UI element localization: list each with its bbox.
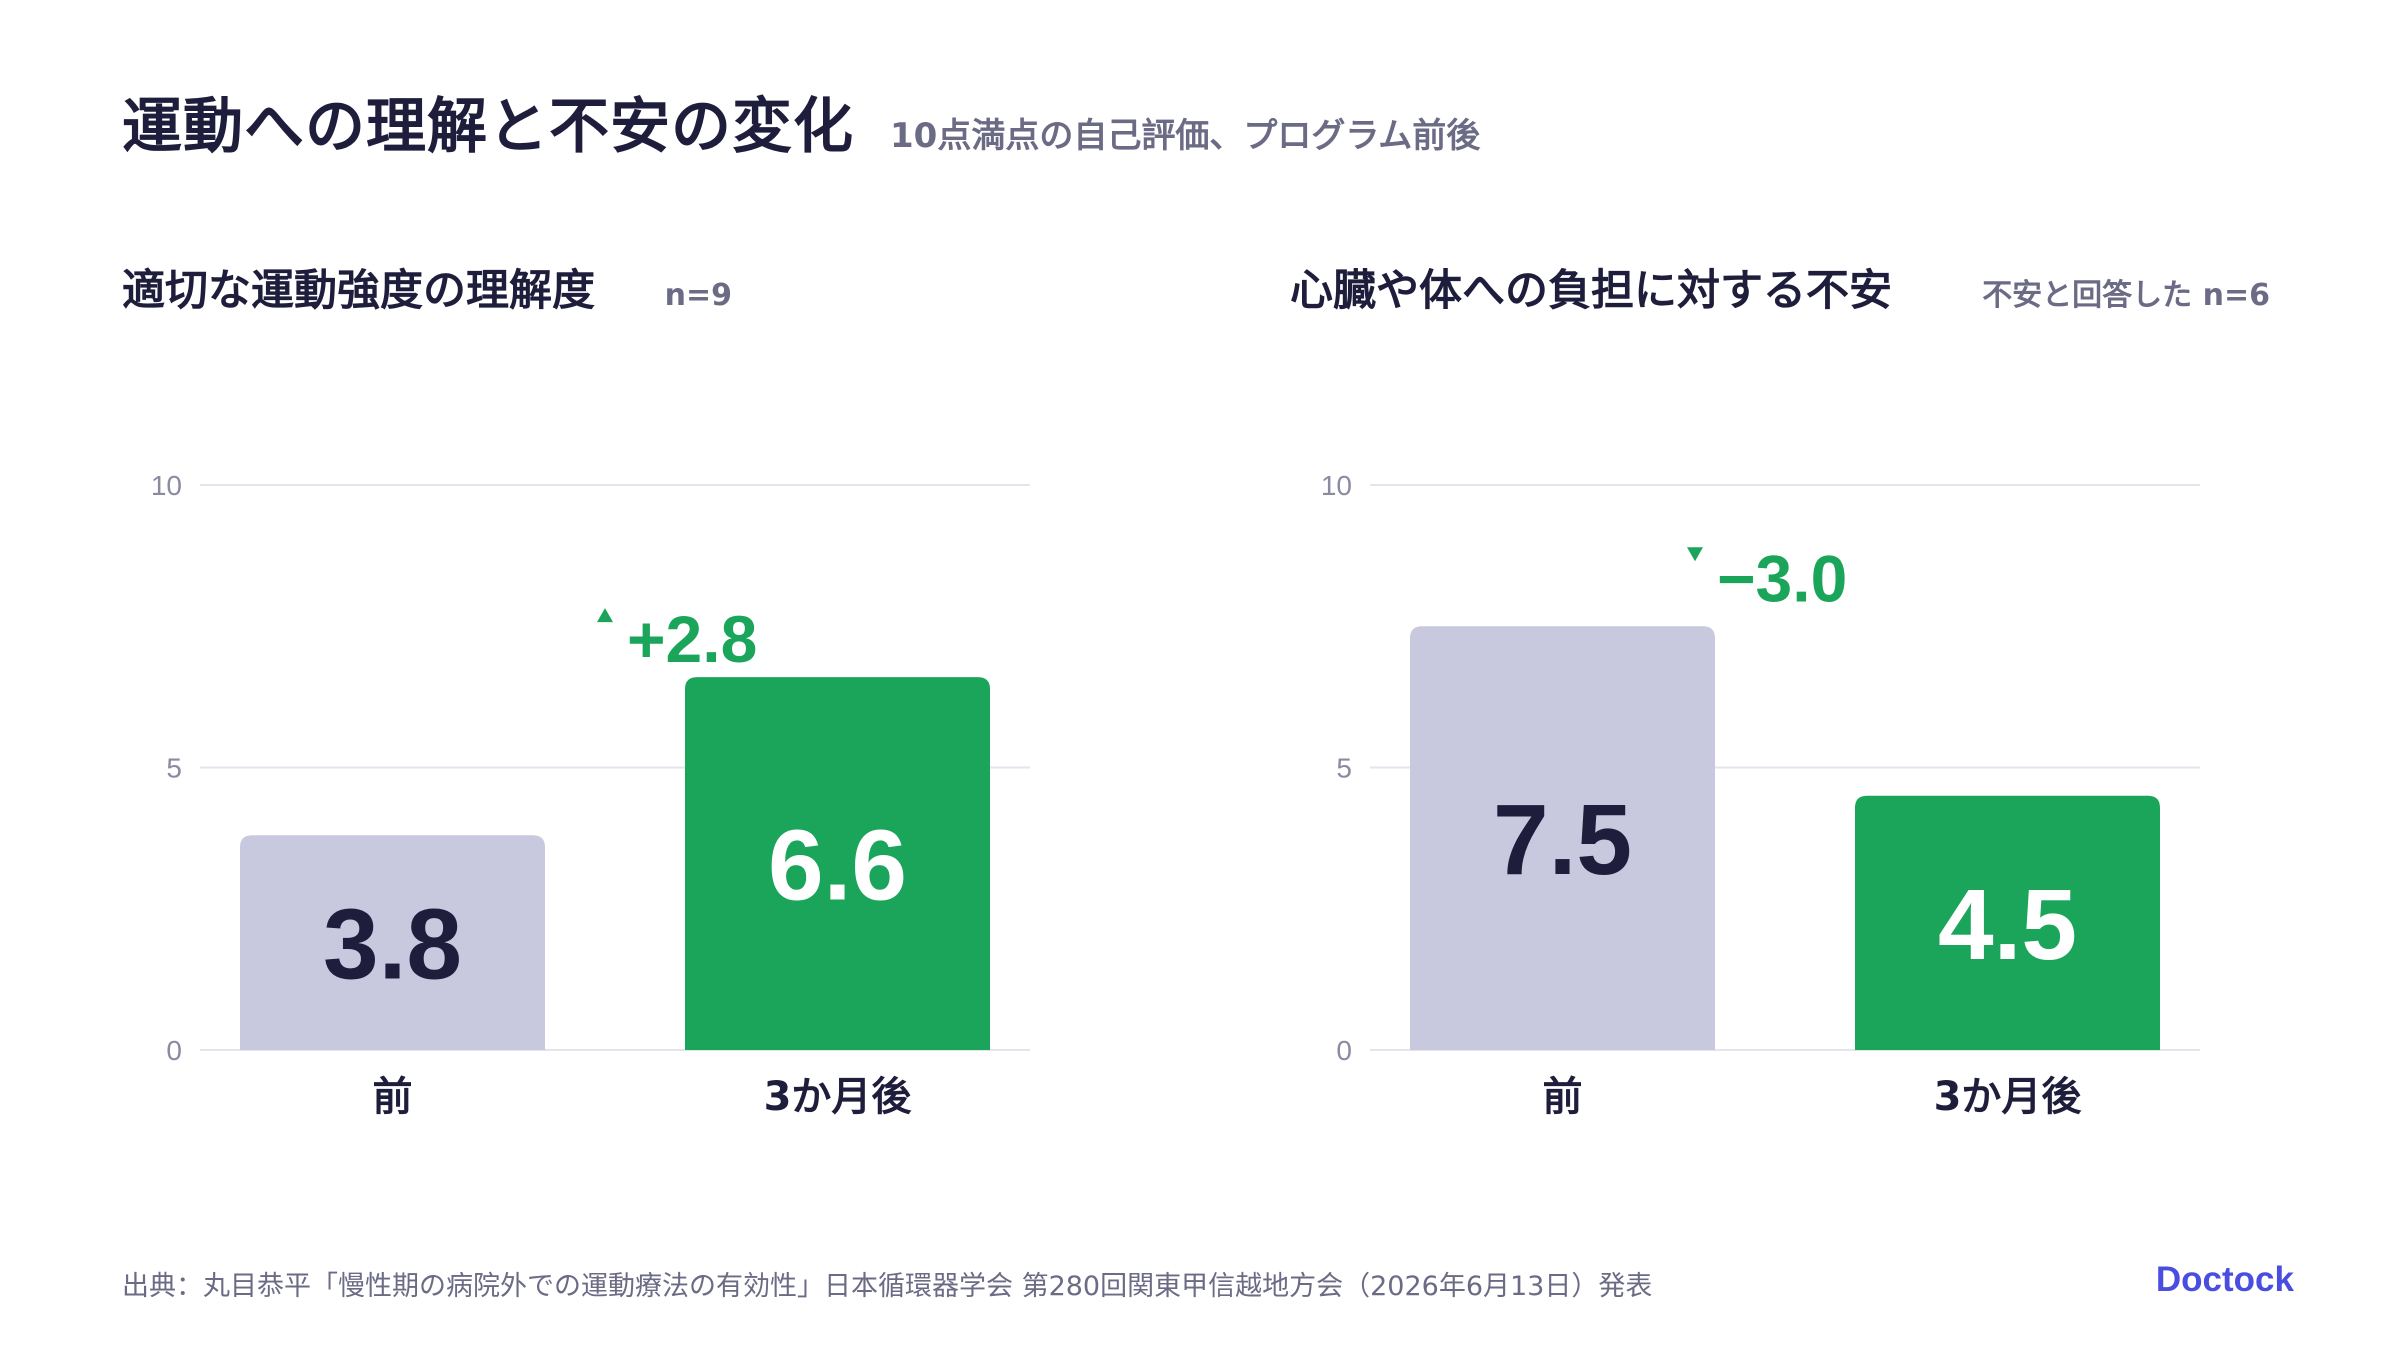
right-bar-value-label: 7.5 (1493, 784, 1632, 896)
right-panel-header: 心臓や体への負担に対する不安 不安と回答した n=6 (1290, 256, 2270, 318)
left-panel-header: 適切な運動強度の理解度 n=9 (122, 256, 732, 318)
right-ytick-label: 5 (1336, 753, 1352, 784)
right-bar-value-label: 4.5 (1938, 869, 2077, 981)
right-chart-sample-size: 不安と回答した n=6 (1982, 278, 2270, 313)
right-decrease-triangle-icon (1687, 547, 1703, 562)
right-ytick-label: 0 (1336, 1035, 1352, 1066)
page-subtitle: 10点満点の自己評価、プログラム前後 (890, 116, 1481, 156)
left-ytick-label: 0 (166, 1035, 182, 1066)
left-category-label: 前 (373, 1074, 413, 1120)
left-chart-sample-size: n=9 (664, 278, 732, 313)
left-bar-after (685, 677, 990, 1050)
right-bar-after (1855, 795, 2160, 1050)
left-increase-triangle-icon (597, 608, 613, 623)
left-category-label: 3か月後 (764, 1074, 913, 1120)
left-ytick-label: 5 (166, 753, 182, 784)
left-change-label: +2.8 (627, 602, 757, 676)
right-category-label: 前 (1543, 1074, 1583, 1120)
left-bar-value-label: 3.8 (323, 889, 462, 1001)
right-ytick-label: 10 (1321, 470, 1352, 501)
brand-logo: Doctock (2155, 1260, 2294, 1299)
source-footnote: 出典：丸目恭平「慢性期の病院外での運動療法の有効性」日本循環器学会 第280回関… (122, 1271, 1653, 1302)
right-change-label: −3.0 (1717, 541, 1847, 615)
right-bar-before (1410, 626, 1715, 1050)
left-ytick-label: 10 (151, 470, 182, 501)
page-title: 運動への理解と不安の変化 (122, 92, 854, 162)
title-row: 運動への理解と不安の変化 10点満点の自己評価、プログラム前後 (122, 78, 1480, 165)
left-chart-title: 適切な運動強度の理解度 (122, 266, 595, 316)
left-bar-value-label: 6.6 (768, 810, 907, 922)
right-category-label: 3か月後 (1934, 1074, 2083, 1120)
left-bar-before (240, 835, 545, 1050)
right-chart-title: 心臓や体への負担に対する不安 (1290, 266, 1892, 316)
